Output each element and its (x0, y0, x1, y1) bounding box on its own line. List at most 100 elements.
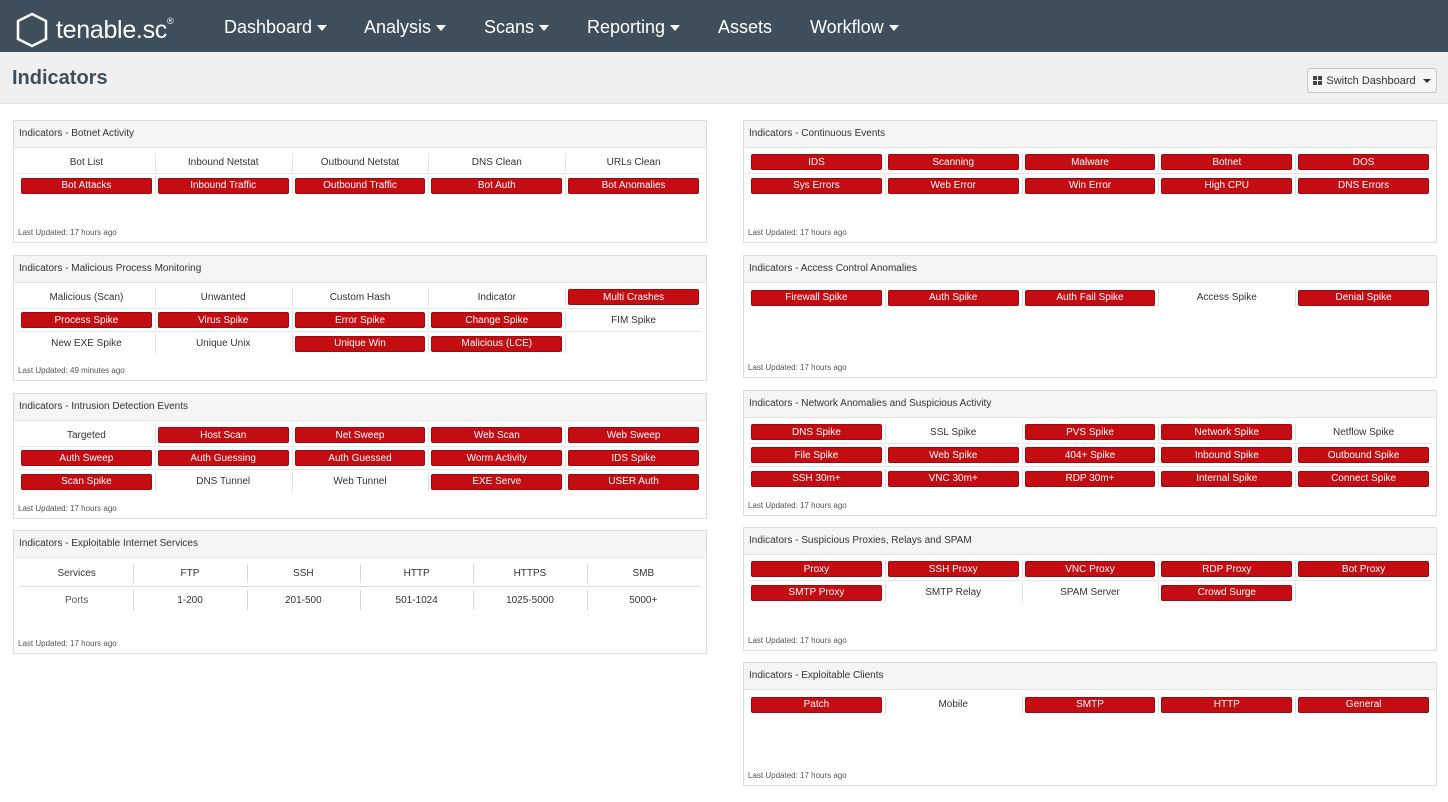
indicator-alert[interactable]: Inbound Spike (1161, 447, 1293, 463)
indicator-alert[interactable]: DNS Spike (751, 424, 882, 440)
indicator-normal[interactable]: Mobile (938, 699, 968, 710)
indicator-normal[interactable]: Outbound Netstat (320, 156, 400, 168)
indicator-alert[interactable]: Worm Activity (431, 450, 563, 466)
indicator-alert[interactable]: Auth Sweep (21, 450, 152, 466)
indicator-alert[interactable]: Auth Guessing (157, 450, 289, 466)
indicator-normal[interactable]: Bot List (69, 156, 104, 168)
indicator-alert[interactable]: Proxy (751, 561, 882, 577)
indicator-normal[interactable]: Targeted (66, 429, 106, 441)
indicator-alert[interactable]: Network Spike (1161, 424, 1293, 440)
indicator-alert[interactable]: Malware (1024, 154, 1156, 170)
indicator-alert[interactable]: Auth Spike (887, 289, 1019, 306)
tenable-logo[interactable]: tenable.sc ® (14, 10, 174, 50)
indicator-alert[interactable]: VNC 30m+ (887, 470, 1019, 487)
indicator-normal[interactable]: Custom Hash (329, 291, 391, 303)
indicator-alert[interactable]: HTTP (1161, 696, 1293, 713)
indicator-alert[interactable]: DNS Errors (1298, 177, 1429, 194)
nav-dashboard[interactable]: Dashboard (224, 17, 328, 38)
nav-scans[interactable]: Scans (484, 17, 550, 38)
indicator-alert[interactable]: Unique Win (294, 335, 426, 352)
indicator-normal[interactable]: Netflow Spike (1333, 426, 1395, 438)
indicator-alert[interactable]: 404+ Spike (1024, 447, 1156, 463)
indicator-alert[interactable]: Internal Spike (1161, 470, 1293, 487)
indicator-normal[interactable]: SSL Spike (930, 426, 977, 438)
indicator-alert[interactable]: USER Auth (568, 473, 699, 490)
indicator-alert[interactable]: Bot Anomalies (568, 177, 699, 194)
indicator-normal[interactable]: Indicator (477, 291, 516, 303)
nav-assets[interactable]: Assets (718, 17, 772, 38)
indicator-normal[interactable]: Inbound Netstat (187, 156, 259, 168)
indicator-normal[interactable]: SPAM Server (1060, 587, 1120, 598)
indicator-alert[interactable]: PVS Spike (1024, 424, 1156, 440)
indicator-normal[interactable]: FIM Spike (611, 314, 657, 326)
indicator-alert[interactable]: Sys Errors (751, 177, 882, 194)
services-port-cell[interactable]: 201-500 (246, 587, 360, 613)
indicator-alert[interactable]: Virus Spike (157, 312, 289, 328)
indicator-alert[interactable]: VNC Proxy (1024, 561, 1156, 577)
indicator-alert[interactable]: Denial Spike (1298, 289, 1429, 306)
indicator-alert[interactable]: High CPU (1161, 177, 1293, 194)
services-port-cell[interactable]: 1-200 (133, 587, 246, 613)
indicator-alert[interactable]: Scan Spike (21, 473, 152, 490)
indicator-alert[interactable]: Error Spike (294, 312, 426, 328)
indicator-alert[interactable]: Process Spike (21, 312, 152, 328)
indicator-normal[interactable]: SMTP Relay (925, 587, 982, 598)
indicator-alert[interactable]: EXE Serve (431, 473, 563, 490)
indicator-alert[interactable]: Net Sweep (294, 427, 426, 443)
indicator-alert[interactable]: Change Spike (431, 312, 563, 328)
indicator-alert[interactable]: Bot Auth (431, 177, 563, 194)
indicator-normal[interactable]: Malicious (Scan) (49, 291, 124, 303)
indicator-alert[interactable]: Outbound Spike (1298, 447, 1429, 463)
indicator-alert[interactable]: Bot Proxy (1298, 561, 1429, 577)
indicator-alert[interactable]: Web Sweep (568, 427, 699, 443)
indicator-alert[interactable]: RDP 30m+ (1024, 470, 1156, 487)
indicator-alert[interactable]: Connect Spike (1298, 470, 1429, 487)
indicator-alert[interactable]: SSH 30m+ (751, 470, 882, 487)
indicator-cell: Scan Spike (18, 470, 155, 493)
indicator-normal[interactable]: Unwanted (200, 291, 246, 303)
indicator-alert[interactable]: Bot Attacks (21, 177, 152, 194)
indicator-alert[interactable]: Patch (751, 696, 882, 713)
indicator-alert[interactable]: RDP Proxy (1161, 561, 1293, 577)
services-port-cell[interactable]: 5000+ (586, 587, 700, 613)
indicator-alert[interactable]: SMTP Proxy (751, 584, 882, 601)
switch-dashboard-button[interactable]: Switch Dashboard (1307, 68, 1437, 93)
indicator-alert[interactable]: Malicious (LCE) (431, 335, 563, 352)
indicator-alert[interactable]: General (1298, 696, 1429, 713)
indicator-alert[interactable]: Multi Crashes (568, 289, 699, 305)
indicator-alert[interactable]: Auth Fail Spike (1024, 289, 1156, 306)
indicator-alert[interactable]: Web Spike (887, 447, 1019, 463)
indicator-alert[interactable]: Auth Guessed (294, 450, 426, 466)
indicator-alert[interactable]: SSH Proxy (887, 561, 1019, 577)
nav-analysis[interactable]: Analysis (364, 17, 447, 38)
indicator-alert[interactable]: Web Scan (431, 427, 563, 443)
indicator-normal[interactable]: URLs Clean (606, 156, 661, 168)
indicator-alert[interactable]: Firewall Spike (751, 289, 882, 306)
indicator-alert[interactable]: Scanning (887, 154, 1019, 170)
indicator-alert[interactable]: SMTP (1024, 696, 1156, 713)
nav-reporting[interactable]: Reporting (587, 17, 681, 38)
indicator-alert[interactable]: File Spike (751, 447, 882, 463)
indicator-alert[interactable]: Inbound Traffic (157, 177, 289, 194)
indicator-normal[interactable]: DNS Tunnel (196, 476, 251, 487)
indicator-alert[interactable]: Win Error (1024, 177, 1156, 194)
indicator-normal[interactable]: Unique Unix (195, 338, 251, 349)
indicator-cell: Auth Guessed (291, 447, 429, 469)
nav-workflow[interactable]: Workflow (810, 17, 899, 38)
indicator-alert[interactable]: DOS (1298, 154, 1429, 170)
services-port-cell[interactable]: 501-1024 (359, 587, 473, 613)
caret-down-icon (888, 24, 899, 31)
indicator-alert[interactable]: Botnet (1161, 154, 1293, 170)
indicator-alert[interactable]: IDS Spike (568, 450, 699, 466)
services-header-cell: SMB (586, 561, 700, 586)
indicator-alert[interactable]: Crowd Surge (1161, 584, 1293, 601)
indicator-normal[interactable]: Web Tunnel (333, 476, 387, 487)
indicator-alert[interactable]: Host Scan (157, 427, 289, 443)
indicator-normal[interactable]: New EXE Spike (51, 338, 122, 349)
indicator-alert[interactable]: Web Error (887, 177, 1019, 194)
services-port-cell[interactable]: 1025-5000 (473, 587, 586, 613)
indicator-normal[interactable]: DNS Clean (471, 156, 522, 168)
indicator-normal[interactable]: Access Spike (1196, 292, 1257, 303)
indicator-alert[interactable]: IDS (751, 154, 882, 170)
indicator-alert[interactable]: Outbound Traffic (294, 177, 426, 194)
